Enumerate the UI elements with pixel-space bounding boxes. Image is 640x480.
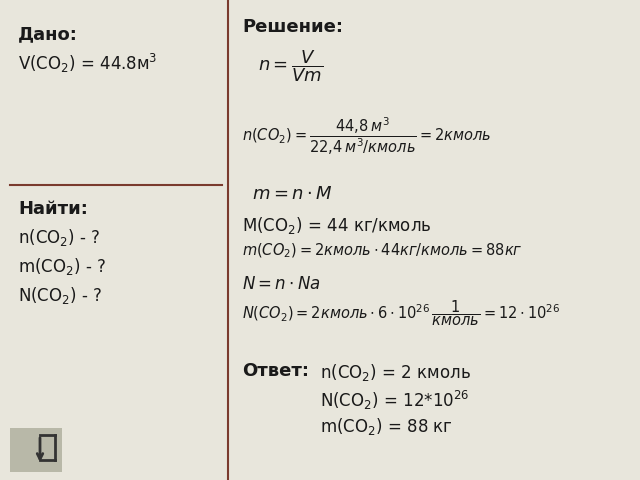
Text: m(CO$_2$) - ?: m(CO$_2$) - ?	[18, 256, 106, 277]
Text: n(CO$_2$) = 2 кмоль: n(CO$_2$) = 2 кмоль	[320, 362, 471, 383]
Text: $N = n \cdot Na$: $N = n \cdot Na$	[242, 275, 321, 293]
Text: Решение:: Решение:	[242, 18, 343, 36]
Text: М(CO$_2$) = 44 кг/кмоль: М(CO$_2$) = 44 кг/кмоль	[242, 215, 431, 236]
Text: $m(CO_2) = 2кмоль \cdot 44кг / кмоль = 88кг$: $m(CO_2) = 2кмоль \cdot 44кг / кмоль = 8…	[242, 242, 523, 260]
Text: n(CO$_2$) - ?: n(CO$_2$) - ?	[18, 227, 100, 248]
Text: V(CO$_2$) = 44.8м$^3$: V(CO$_2$) = 44.8м$^3$	[18, 52, 157, 75]
Text: $n = \dfrac{V}{Vm}$: $n = \dfrac{V}{Vm}$	[258, 48, 323, 84]
Text: Найти:: Найти:	[18, 200, 88, 218]
Text: m(CO$_2$) = 88 кг: m(CO$_2$) = 88 кг	[320, 416, 453, 437]
Text: N(CO$_2$) - ?: N(CO$_2$) - ?	[18, 285, 102, 306]
Text: Дано:: Дано:	[18, 25, 78, 43]
FancyBboxPatch shape	[10, 428, 62, 472]
Text: $N(CO_2) = 2кмоль \cdot 6 \cdot 10^{26}\,\dfrac{1}{кмоль} = 12 \cdot 10^{26}$: $N(CO_2) = 2кмоль \cdot 6 \cdot 10^{26}\…	[242, 298, 561, 327]
Text: $n(CO_2) = \dfrac{44{,}8\,м^3}{22{,}4\,м^3/кмоль} = 2кмоль$: $n(CO_2) = \dfrac{44{,}8\,м^3}{22{,}4\,м…	[242, 115, 492, 157]
Text: Ответ:: Ответ:	[242, 362, 309, 380]
Text: N(CO$_2$) = 12*10$^{26}$: N(CO$_2$) = 12*10$^{26}$	[320, 389, 470, 412]
Text: $m = n \cdot M$: $m = n \cdot M$	[252, 185, 333, 203]
